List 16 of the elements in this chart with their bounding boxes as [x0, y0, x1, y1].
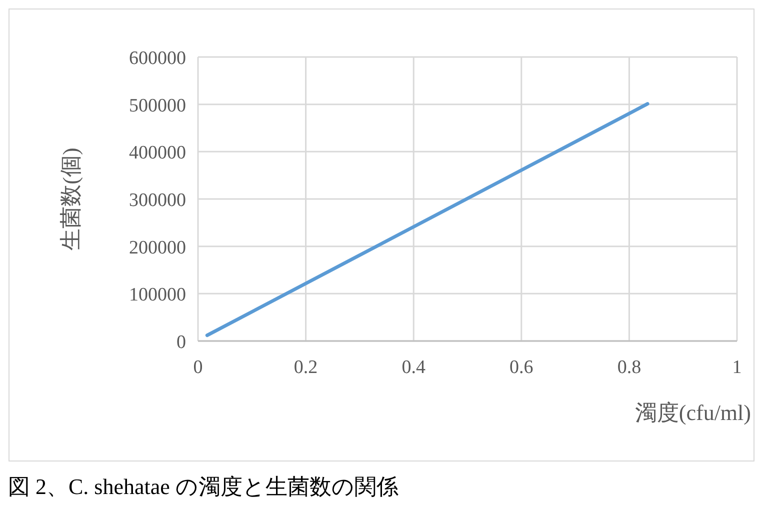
y-tick-label: 200000 [129, 237, 186, 258]
y-tick-label: 100000 [129, 284, 186, 306]
x-tick-label: 0.2 [294, 357, 318, 378]
x-tick-label: 0.6 [510, 357, 534, 378]
y-tick-label: 0 [176, 332, 186, 353]
y-tick-label: 300000 [129, 190, 186, 211]
x-tick-label: 0.4 [402, 357, 426, 378]
y-tick-label: 600000 [129, 48, 186, 69]
x-tick-label: 1 [732, 357, 742, 378]
x-tick-label: 0.8 [617, 357, 642, 378]
x-tick-label: 0 [193, 357, 203, 378]
x-axis-title: 濁度(cfu/ml) [634, 400, 751, 425]
y-axis-title: 生菌数(個) [58, 148, 83, 250]
y-tick-label: 400000 [129, 142, 186, 164]
caption: 図 2、C. shehatae の濁度と生菌数の関係 [8, 474, 398, 499]
y-tick-label: 500000 [129, 95, 186, 116]
